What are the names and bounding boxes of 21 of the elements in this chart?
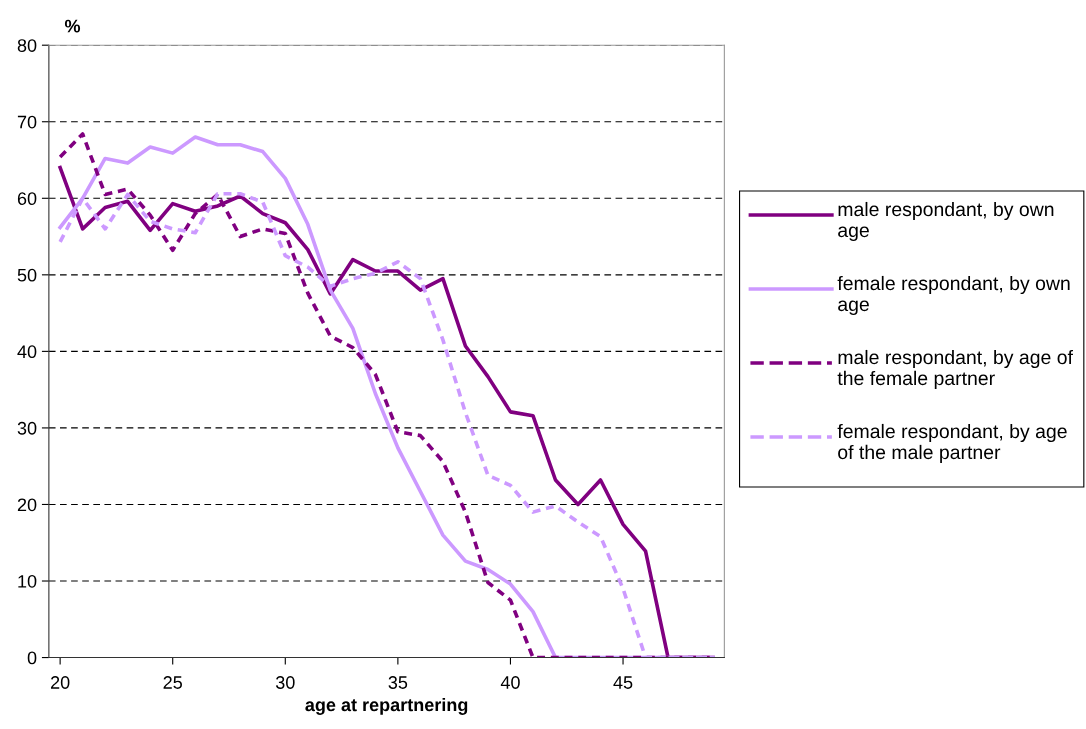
y-tick-label: 40 bbox=[17, 345, 37, 359]
y-tick-label: 0 bbox=[27, 651, 37, 665]
y-tick-label: 50 bbox=[17, 268, 37, 282]
y-tick-label: 20 bbox=[17, 498, 37, 512]
legend-label: male respondant, by age of the female partner bbox=[837, 349, 1073, 389]
x-tick-label: 25 bbox=[163, 676, 182, 689]
legend-label: female respondant, by own age bbox=[837, 275, 1070, 315]
legend-label: female respondant, by age of the male partner bbox=[837, 423, 1067, 463]
y-axis-title: % bbox=[64, 19, 81, 33]
x-tick-label: 20 bbox=[51, 676, 70, 689]
x-tick-label: 35 bbox=[388, 676, 408, 689]
y-tick-label: 80 bbox=[17, 39, 37, 52]
y-tick-label: 10 bbox=[18, 574, 37, 588]
y-tick-label: 60 bbox=[17, 192, 37, 206]
y-tick-label: 70 bbox=[17, 115, 37, 129]
legend-label: male respondant, by own age bbox=[838, 201, 1054, 241]
x-axis-title: age at repartnering bbox=[305, 698, 468, 715]
x-tick-label: 40 bbox=[500, 676, 520, 689]
y-tick-label: 30 bbox=[17, 421, 37, 435]
x-tick-label: 45 bbox=[613, 676, 633, 689]
x-tick-label: 30 bbox=[275, 676, 295, 689]
